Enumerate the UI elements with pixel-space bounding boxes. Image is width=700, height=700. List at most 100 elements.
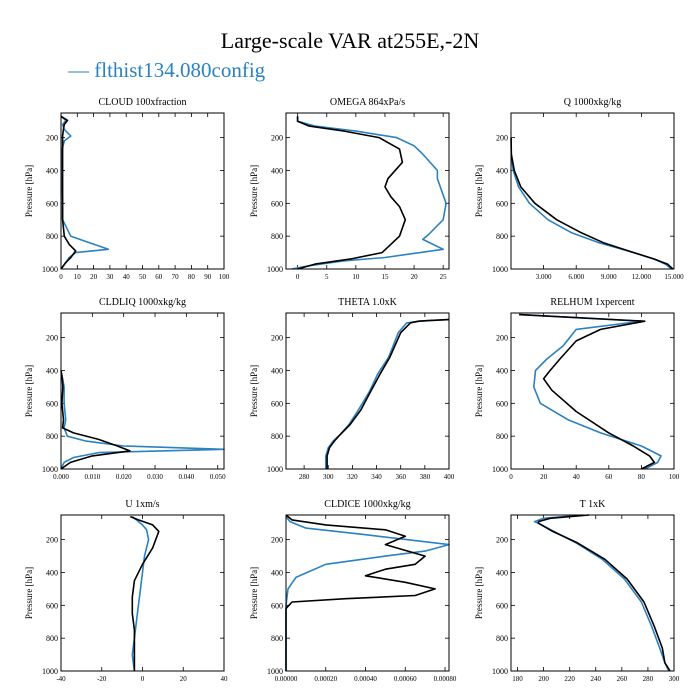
- y-tick-label: 600: [271, 199, 283, 208]
- x-tick-label: 40: [123, 273, 131, 281]
- x-tick-label: 0: [59, 273, 63, 281]
- plot-frame: [60, 112, 225, 270]
- x-tick-label: 60: [155, 273, 163, 281]
- y-tick-label: 1000: [492, 667, 508, 676]
- panel-title: T 1xK: [580, 499, 606, 510]
- x-tick-label: 40: [573, 473, 581, 481]
- x-tick-label: 0.030: [147, 473, 163, 481]
- chart-panel-2: Q 1000xkg/kg Pressure [hPa] 200 400 600 800 10…: [474, 97, 684, 281]
- x-tick-label: 280: [299, 473, 310, 481]
- x-tick-label: 10: [74, 273, 82, 281]
- y-tick-label: 200: [271, 334, 283, 343]
- y-tick-label: 400: [271, 366, 283, 375]
- panel-title: OMEGA 864xPa/s: [330, 97, 405, 108]
- y-tick-label: 1000: [492, 265, 508, 274]
- y-tick-label: 600: [46, 601, 58, 610]
- y-tick-label: 200: [496, 134, 508, 143]
- x-tick-label: 70: [172, 273, 180, 281]
- legend-entry: — flthist134.080config: [68, 58, 266, 82]
- series-line-config: [533, 514, 670, 672]
- y-tick-label: 600: [46, 399, 58, 408]
- y-tick-label: 400: [46, 568, 58, 577]
- y-tick-label: 600: [496, 199, 508, 208]
- series-line-reference: [537, 514, 671, 672]
- y-tick-label: 200: [46, 536, 58, 545]
- panel-title: RELHUM 1xpercent: [550, 297, 634, 308]
- x-tick-label: 20: [90, 273, 98, 281]
- series-line-config: [285, 516, 450, 671]
- series-line-reference: [510, 137, 674, 270]
- panel-title: U 1xm/s: [125, 499, 159, 510]
- plot-frame: [285, 312, 450, 470]
- series-line-reference: [129, 515, 160, 671]
- x-tick-label: 0.010: [84, 473, 100, 481]
- y-tick-label: 600: [271, 601, 283, 610]
- series-line-reference: [326, 318, 450, 469]
- x-tick-label: 3.000: [536, 273, 552, 281]
- y-tick-label: 800: [271, 432, 283, 441]
- x-tick-label: 20: [411, 273, 419, 281]
- y-tick-label: 1000: [42, 667, 58, 676]
- y-axis-label: Pressure [hPa]: [474, 165, 484, 217]
- x-tick-label: 0.00000: [275, 675, 298, 683]
- y-tick-label: 400: [496, 366, 508, 375]
- x-tick-label: 30: [106, 273, 114, 281]
- y-tick-label: 800: [496, 232, 508, 241]
- y-tick-label: 200: [46, 134, 58, 143]
- x-tick-label: 6.000: [568, 273, 584, 281]
- y-tick-label: 600: [46, 199, 58, 208]
- y-tick-label: 400: [271, 166, 283, 175]
- panel-title: CLDLIQ 1000xkg/kg: [99, 297, 186, 308]
- y-tick-label: 800: [496, 432, 508, 441]
- y-tick-label: 600: [271, 399, 283, 408]
- y-tick-label: 600: [496, 601, 508, 610]
- series-line-reference: [60, 370, 131, 470]
- x-tick-label: 20: [540, 473, 548, 481]
- y-tick-label: 200: [496, 536, 508, 545]
- series-line-reference: [60, 115, 77, 270]
- chart-panel-3: CLDLIQ 1000xkg/kg Pressure [hPa] 200 400 600…: [24, 297, 226, 481]
- x-tick-label: 240: [591, 675, 602, 683]
- x-tick-label: 0: [296, 273, 300, 281]
- figure-title: Large-scale VAR at255E,-2N: [220, 28, 480, 53]
- series-line-reference: [285, 514, 436, 671]
- y-axis-label: Pressure [hPa]: [249, 165, 259, 217]
- x-tick-label: 60: [605, 473, 613, 481]
- y-tick-label: 1000: [267, 667, 283, 676]
- y-tick-label: 200: [46, 334, 58, 343]
- x-tick-label: 400: [444, 473, 455, 481]
- x-tick-label: 25: [440, 273, 448, 281]
- y-axis-label: Pressure [hPa]: [24, 165, 34, 217]
- x-tick-label: -40: [56, 675, 66, 683]
- y-tick-label: 800: [46, 432, 58, 441]
- x-tick-label: 80: [638, 473, 646, 481]
- x-tick-label: 0.040: [179, 473, 195, 481]
- x-tick-label: 300: [323, 473, 334, 481]
- y-axis-label: Pressure [hPa]: [24, 567, 34, 619]
- x-tick-label: 50: [139, 273, 147, 281]
- x-tick-label: 380: [420, 473, 431, 481]
- y-axis-label: Pressure [hPa]: [249, 365, 259, 417]
- panel-title: THETA 1.0xK: [338, 297, 397, 308]
- x-tick-label: 0.000: [53, 473, 69, 481]
- y-tick-label: 400: [496, 166, 508, 175]
- plot-frame: [510, 514, 675, 672]
- x-tick-label: 340: [371, 473, 382, 481]
- y-tick-label: 1000: [267, 265, 283, 274]
- plot-frame: [285, 514, 450, 672]
- panel-title: CLOUD 100xfraction: [98, 97, 186, 108]
- x-tick-label: 15.000: [664, 273, 684, 281]
- plot-frame: [285, 112, 450, 270]
- x-tick-label: 80: [188, 273, 196, 281]
- series-line-config: [60, 115, 110, 270]
- x-tick-label: 280: [643, 675, 654, 683]
- panel-title: Q 1000xkg/kg: [564, 97, 622, 108]
- x-tick-label: 0.00080: [434, 675, 457, 683]
- y-tick-label: 400: [46, 166, 58, 175]
- x-tick-label: 12.000: [632, 273, 652, 281]
- x-tick-label: 200: [538, 675, 549, 683]
- series-line-config: [519, 313, 662, 470]
- y-tick-label: 1000: [267, 465, 283, 474]
